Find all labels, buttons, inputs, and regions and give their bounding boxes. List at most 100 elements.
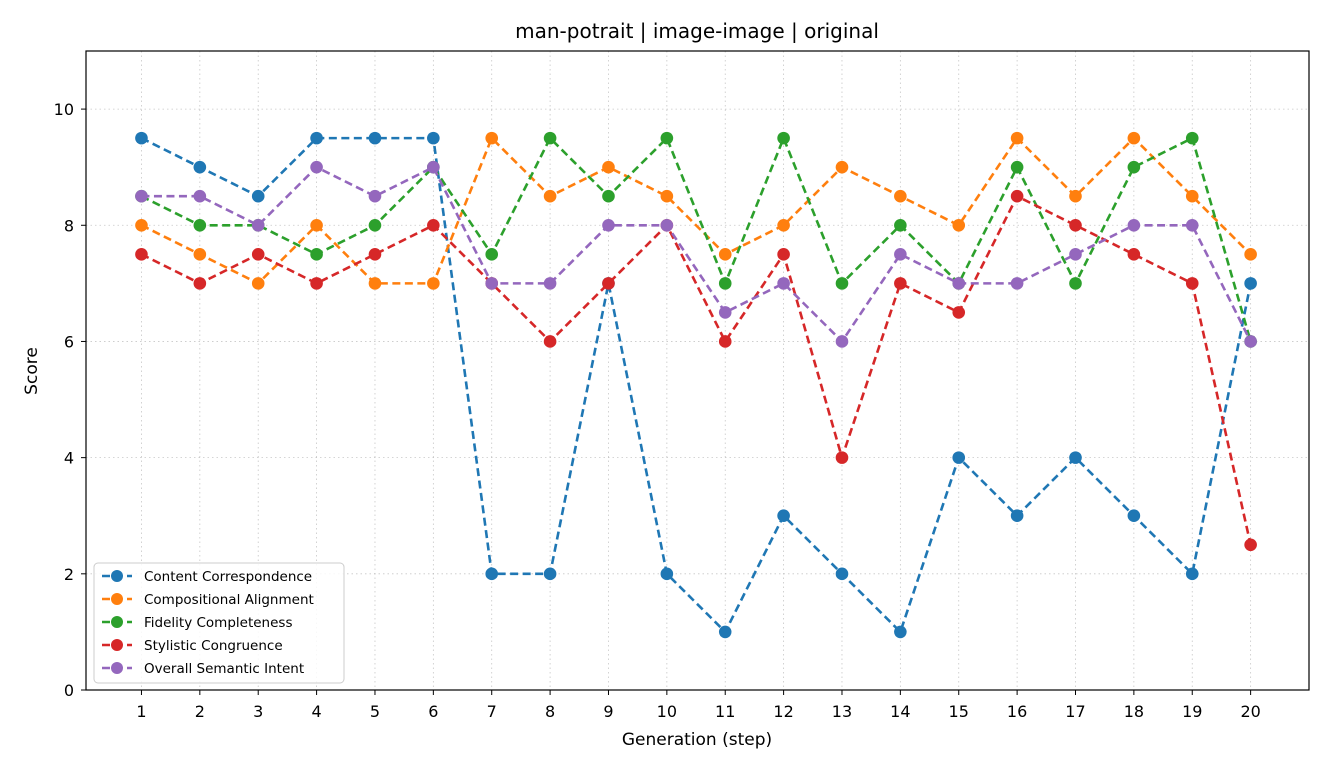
data-point — [1127, 131, 1141, 145]
data-point — [952, 451, 966, 464]
legend-entry: Content Correspondence — [102, 569, 312, 585]
data-point — [1069, 189, 1082, 203]
x-tick-label: 19 — [1182, 702, 1202, 721]
data-point — [251, 277, 265, 290]
data-point — [1069, 248, 1082, 261]
data-point — [777, 218, 790, 232]
data-point — [135, 131, 148, 145]
data-point — [427, 160, 440, 174]
data-point — [368, 131, 382, 145]
data-point — [952, 218, 966, 232]
legend-label: Content Correspondence — [144, 569, 312, 585]
data-point — [251, 248, 265, 261]
legend-box — [93, 562, 345, 684]
x-tick-label: 10 — [657, 702, 677, 721]
data-point — [1244, 335, 1257, 348]
data-point — [485, 131, 499, 145]
data-point — [193, 248, 207, 261]
data-point — [193, 160, 207, 174]
data-point — [718, 335, 732, 348]
data-point — [543, 335, 557, 348]
data-point — [660, 567, 674, 581]
x-tick-label: 4 — [311, 702, 321, 721]
data-point — [660, 131, 674, 145]
data-point — [310, 277, 323, 290]
data-point — [485, 277, 499, 290]
legend-entry: Fidelity Completeness — [102, 615, 292, 631]
data-point — [602, 218, 615, 232]
data-point — [602, 189, 615, 203]
data-point — [1010, 509, 1024, 523]
data-point — [310, 248, 323, 261]
y-tick-label: 0 — [64, 681, 74, 700]
data-point — [427, 131, 440, 145]
data-point — [1010, 160, 1024, 174]
x-tick-label: 7 — [487, 702, 497, 721]
data-point — [602, 160, 615, 174]
legend-entry: Overall Semantic Intent — [102, 661, 304, 677]
data-point — [368, 189, 382, 203]
data-point — [660, 189, 674, 203]
data-point — [368, 248, 382, 261]
series-line — [140, 136, 1252, 634]
y-tick-label: 8 — [64, 216, 74, 235]
data-point — [427, 218, 440, 232]
data-point — [835, 335, 849, 348]
x-axis-label: Generation (step) — [622, 730, 772, 750]
data-point — [1010, 277, 1024, 290]
data-point — [1069, 451, 1082, 464]
data-point — [894, 189, 907, 203]
data-point — [368, 218, 382, 232]
data-point — [1185, 277, 1199, 290]
legend-entry: Compositional Alignment — [102, 592, 314, 608]
data-point — [1127, 509, 1141, 523]
legend-marker — [111, 639, 123, 651]
data-point — [427, 277, 440, 290]
x-tick-label: 16 — [1007, 702, 1027, 721]
data-point — [368, 277, 382, 290]
data-point — [310, 131, 323, 145]
data-point — [894, 218, 907, 232]
data-point — [543, 131, 557, 145]
legend-marker — [111, 616, 123, 628]
legend-marker — [111, 662, 123, 674]
legend-label: Compositional Alignment — [144, 592, 314, 608]
y-tick-label: 10 — [54, 100, 74, 119]
x-axis-ticks: 1 2 3 4 5 6 7 8 9 10 11 12 13 14 15 16 17 18 19 20 — [136, 690, 1261, 721]
data-point — [777, 248, 790, 261]
legend-label: Stylistic Congruence — [144, 638, 283, 654]
legend: Content Correspondence Compositional Alig… — [93, 562, 345, 684]
x-tick-label: 5 — [370, 702, 380, 721]
data-point — [602, 277, 615, 290]
series-line — [141, 165, 1252, 343]
data-point — [1185, 218, 1199, 232]
data-point — [1244, 248, 1257, 261]
data-point — [1244, 538, 1257, 552]
data-point — [1127, 160, 1141, 174]
data-point — [251, 218, 265, 232]
data-point — [485, 567, 499, 581]
plot-frame — [85, 50, 1310, 691]
series-layer — [135, 131, 1257, 639]
x-tick-label: 6 — [428, 702, 438, 721]
data-point — [1010, 131, 1024, 145]
data-point — [1010, 189, 1024, 203]
x-tick-label: 14 — [890, 702, 910, 721]
data-point — [718, 306, 732, 319]
data-point — [1244, 277, 1257, 290]
data-point — [894, 277, 907, 290]
data-point — [543, 567, 557, 581]
series-line — [140, 194, 1252, 546]
x-tick-label: 1 — [136, 702, 146, 721]
data-point — [835, 567, 849, 581]
y-tick-label: 2 — [64, 565, 74, 584]
y-axis-label: Score — [22, 347, 42, 395]
x-tick-label: 18 — [1124, 702, 1144, 721]
data-point — [1069, 277, 1082, 290]
data-point — [660, 218, 674, 232]
legend-marker — [111, 593, 123, 605]
series-1 — [135, 131, 1257, 290]
data-point — [777, 277, 790, 290]
data-point — [835, 160, 849, 174]
x-tick-label: 8 — [545, 702, 555, 721]
